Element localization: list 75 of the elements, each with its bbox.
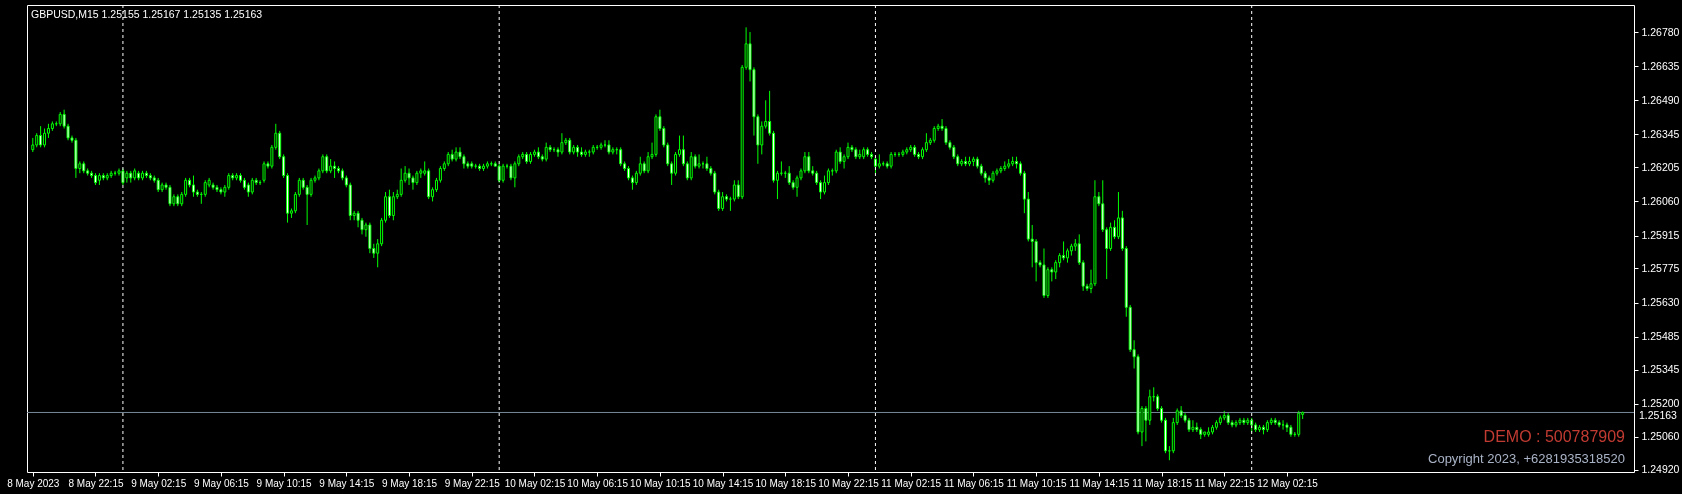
x-tick-label: 9 May 10:15	[256, 477, 313, 489]
y-tick-label: 1.25060	[1641, 430, 1680, 443]
x-tick-label: 9 May 02:15	[131, 477, 187, 489]
x-tick-label: 10 May 14:15	[692, 477, 754, 489]
y-tick-label: 1.25915	[1641, 229, 1680, 242]
y-tick-label: 1.25200	[1641, 397, 1680, 410]
candlestick	[787, 165, 791, 186]
y-tick-label: 1.26205	[1641, 160, 1680, 173]
x-tick-label: 9 May 14:15	[319, 477, 375, 489]
x-tick-label: 11 May 18:15	[1132, 477, 1193, 489]
candlestick	[262, 160, 266, 184]
candlestick	[407, 168, 411, 186]
y-tick-label: 1.26635	[1641, 59, 1680, 72]
candlestick	[560, 132, 564, 155]
candlestick	[325, 153, 329, 174]
annotation: DEMO : 500787909	[1483, 428, 1626, 445]
y-tick-label: 1.25485	[1641, 330, 1680, 343]
x-tick-label: 8 May 22:15	[68, 477, 124, 489]
annotation: Copyright 2023, +6281935318520	[1428, 451, 1625, 466]
y-tick-label: 1.24920	[1641, 463, 1680, 476]
candlestick	[1191, 419, 1195, 433]
candlestick	[689, 151, 693, 181]
candlestick	[834, 149, 838, 174]
x-tick-label: 8 May 2023	[7, 477, 60, 489]
candlestick	[39, 125, 43, 148]
candlestick	[1109, 222, 1113, 252]
candlestick	[399, 168, 403, 198]
candlestick	[1062, 240, 1066, 261]
y-tick-label: 1.26490	[1641, 93, 1680, 106]
candlestick	[987, 175, 991, 186]
candlestick	[732, 179, 736, 202]
candlestick	[391, 191, 395, 221]
candlestick	[1238, 417, 1242, 426]
x-tick-label: 10 May 22:15	[818, 477, 880, 489]
x-tick-label: 9 May 06:15	[193, 477, 250, 489]
y-tick-label: 1.25345	[1641, 363, 1680, 376]
x-tick-label: 11 May 06:15	[944, 477, 1005, 489]
y-tick-label: 1.25775	[1641, 262, 1680, 274]
candlestick	[1281, 419, 1285, 431]
candlestick	[368, 222, 372, 254]
candlestick	[387, 189, 391, 219]
x-tick-label: 9 May 22:15	[444, 477, 501, 489]
candlestick	[1285, 422, 1289, 433]
x-tick-label: 9 May 18:15	[382, 477, 438, 489]
x-tick-label: 11 May 02:15	[881, 477, 942, 489]
candlestick	[43, 128, 47, 148]
x-tick-label: 10 May 10:15	[630, 477, 692, 489]
x-tick-label: 11 May 10:15	[1006, 477, 1067, 489]
candlestick	[1054, 259, 1058, 280]
x-tick-label: 10 May 02:15	[504, 477, 566, 489]
candlestick	[556, 146, 560, 158]
y-tick-label: 1.26060	[1641, 194, 1680, 207]
y-tick-label: 1.26345	[1641, 127, 1680, 140]
x-tick-label: 10 May 18:15	[755, 477, 817, 489]
y-tick-label: 1.26780	[1641, 25, 1680, 38]
x-tick-label: 11 May 22:15	[1194, 477, 1256, 489]
candlestick	[215, 184, 219, 193]
candlestick	[501, 163, 505, 184]
candlestick	[705, 156, 709, 172]
chart-title: GBPUSD,M15 1.25155 1.25167 1.25135 1.25163	[31, 8, 263, 20]
candlestick	[1297, 410, 1301, 438]
candlestick	[924, 132, 928, 153]
x-tick-label: 10 May 06:15	[567, 477, 629, 489]
candlestick	[1242, 417, 1246, 426]
ref-line-label: 1.25163	[1639, 409, 1678, 422]
candlestick	[619, 146, 623, 167]
candlestick	[168, 184, 172, 207]
candlestick	[544, 142, 548, 162]
candlestick	[697, 153, 701, 170]
candlestick	[807, 151, 811, 174]
x-tick-label: 11 May 14:15	[1069, 477, 1130, 489]
candlestick	[760, 120, 764, 155]
y-tick-label: 1.25630	[1641, 296, 1680, 309]
candlestick	[674, 151, 678, 177]
x-tick-label: 12 May 02:15	[1257, 477, 1319, 489]
